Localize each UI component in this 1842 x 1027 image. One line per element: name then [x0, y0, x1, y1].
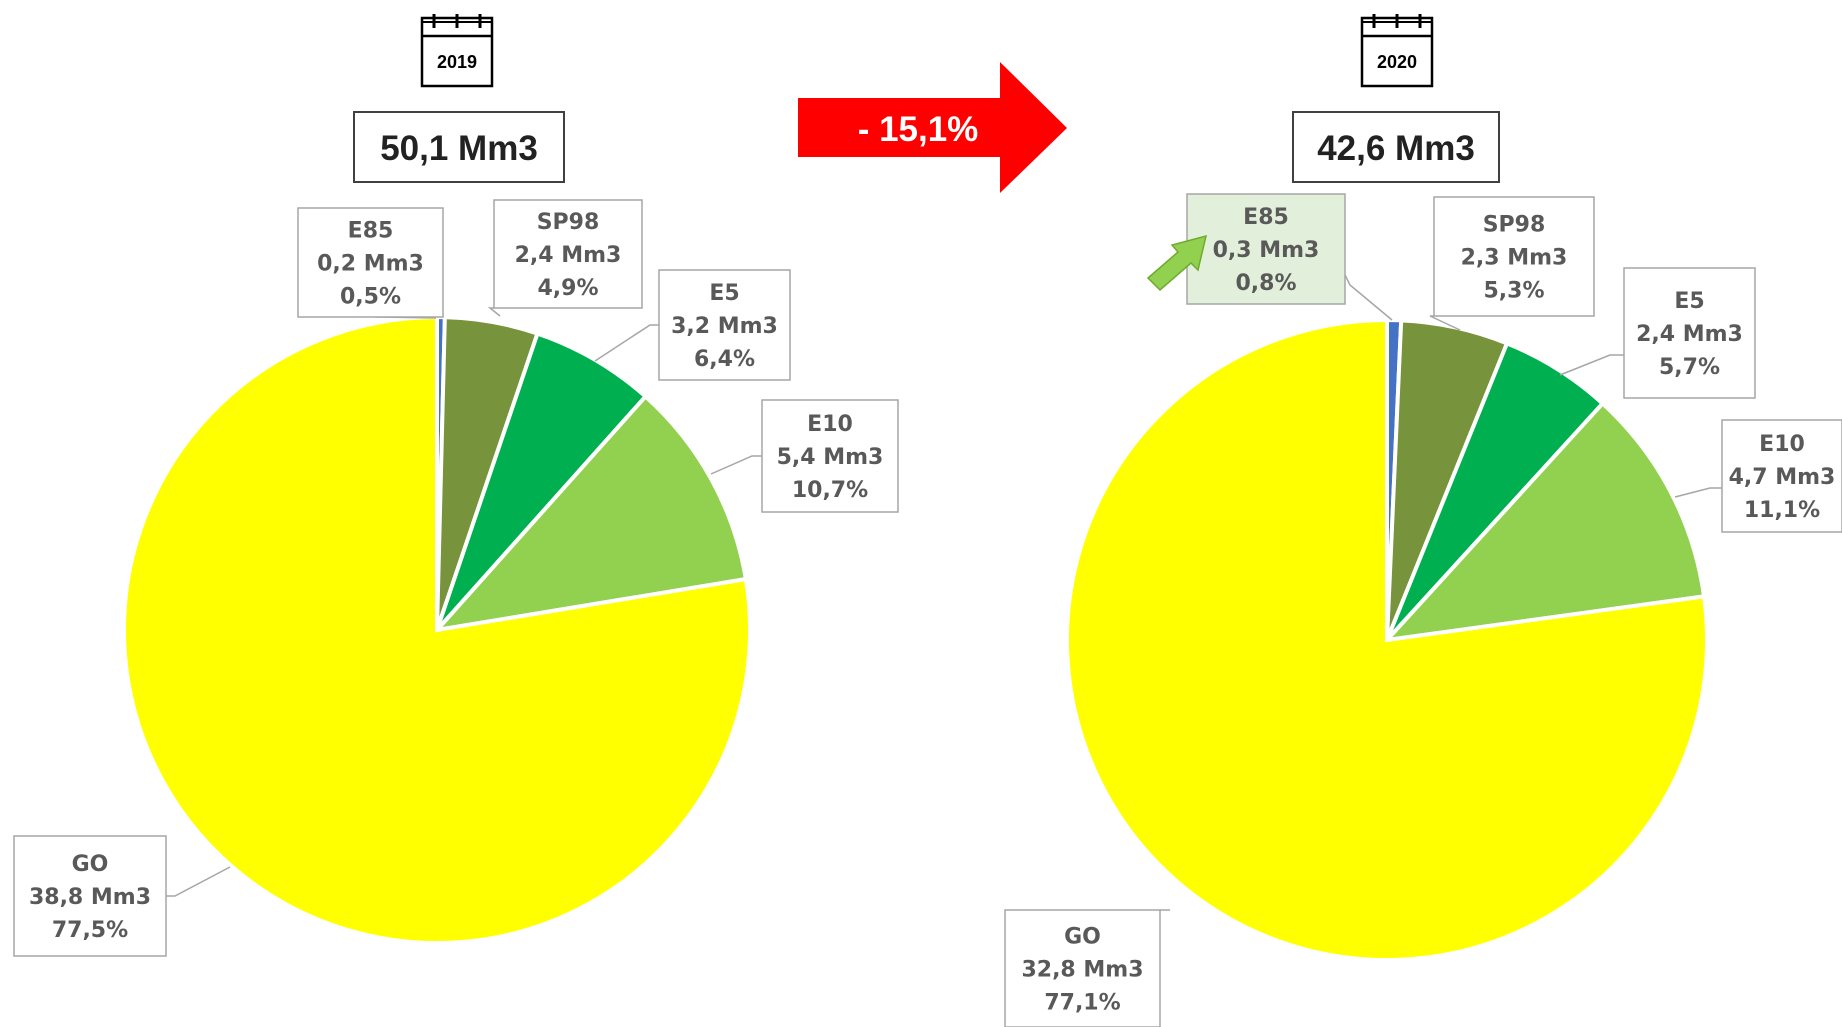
pie-slice-e10	[1381, 400, 1707, 643]
calendar-icon: 2020	[1360, 14, 1434, 88]
label-pct-label: 10,7%	[792, 478, 868, 503]
pie-2020	[1064, 317, 1709, 962]
label-box	[1186, 193, 1346, 305]
data-label-go: GO 32,8 Mm3 77,1%	[1004, 909, 1170, 1027]
total-value: 42,6 Mm3	[1317, 129, 1475, 168]
calendar-icon: 2019	[420, 14, 494, 88]
chart-2019: 2019 50,1 Mm3 E85 0,2 Mm3 0,5% SP98 2,4 Mm3 4…	[13, 14, 899, 957]
label-pct-label: 77,5%	[52, 918, 128, 943]
label-name: E10	[807, 412, 853, 437]
leader-line	[166, 866, 231, 897]
label-name: E85	[348, 219, 394, 244]
data-label-e85: E85 0,2 Mm3 0,5%	[297, 207, 444, 319]
change-label: - 15,1%	[858, 110, 979, 149]
label-name: SP98	[1483, 213, 1546, 238]
label-box	[1433, 196, 1595, 317]
label-value-label: 0,2 Mm3	[317, 252, 424, 277]
year-label: 2019	[437, 52, 477, 72]
label-value-label: 32,8 Mm3	[1021, 958, 1143, 983]
label-name: E5	[1674, 289, 1704, 314]
label-box	[658, 269, 791, 381]
label-value-label: 4,7 Mm3	[1729, 465, 1836, 490]
label-pct-label: 0,5%	[340, 285, 401, 310]
label-value-label: 38,8 Mm3	[29, 885, 151, 910]
chart-2020: 2020 42,6 Mm3 E85 0,3 Mm3 0,8% SP98 2,3 Mm3 5…	[1004, 14, 1842, 1027]
label-value-label: 5,4 Mm3	[777, 445, 884, 470]
total-box: 42,6 Mm3	[1292, 111, 1500, 183]
label-pct-label: 0,8%	[1235, 271, 1296, 296]
label-box	[1721, 419, 1842, 533]
leader-line	[487, 307, 501, 317]
pie-slice-e10	[431, 393, 749, 633]
leader-line	[1429, 315, 1461, 331]
label-value-label: 2,3 Mm3	[1461, 246, 1568, 271]
pie-2020-labels: E85 0,3 Mm3 0,8% SP98 2,3 Mm3 5,3% E5 2,4 Mm3 5,…	[1004, 193, 1842, 1027]
label-value-label: 0,3 Mm3	[1213, 238, 1320, 263]
leader-line	[594, 324, 659, 362]
leader-line	[1559, 354, 1624, 376]
label-box	[761, 399, 899, 513]
label-pct-label: 77,1%	[1044, 991, 1120, 1016]
label-value-label: 3,2 Mm3	[671, 314, 778, 339]
data-label-sp98: SP98 2,3 Mm3 5,3%	[1429, 196, 1595, 331]
pie-2019-labels: E85 0,2 Mm3 0,5% SP98 2,4 Mm3 4,9% E5 3,2 Mm3 6,…	[13, 199, 899, 957]
label-pct-label: 5,7%	[1659, 355, 1720, 380]
label-pct-label: 6,4%	[694, 347, 755, 372]
data-label-e85: E85 0,3 Mm3 0,8%	[1186, 193, 1393, 321]
leader-line	[710, 455, 762, 475]
label-box	[1004, 909, 1161, 1027]
pie-2019	[122, 314, 752, 945]
leader-line	[1674, 487, 1722, 498]
data-label-sp98: SP98 2,4 Mm3 4,9%	[487, 199, 643, 317]
label-box	[297, 207, 444, 318]
pie-slice-go	[122, 314, 752, 945]
label-name: E5	[709, 281, 739, 306]
year-label: 2020	[1377, 52, 1417, 72]
pie-slice-e5	[435, 331, 649, 632]
label-box	[1623, 267, 1756, 399]
label-pct-label: 11,1%	[1744, 498, 1820, 523]
label-name: GO	[1064, 925, 1101, 950]
data-label-e5: E5 3,2 Mm3 6,4%	[594, 269, 791, 381]
data-label-go: GO 38,8 Mm3 77,5%	[13, 835, 231, 957]
label-pct-label: 4,9%	[537, 276, 598, 301]
change-arrow: - 15,1%	[798, 62, 1067, 193]
arrow-right-icon	[798, 62, 1067, 193]
total-value: 50,1 Mm3	[380, 129, 538, 168]
label-value-label: 2,4 Mm3	[515, 243, 622, 268]
label-pct-label: 5,3%	[1483, 279, 1544, 304]
data-label-e10: E10 5,4 Mm3 10,7%	[710, 399, 899, 513]
leader-line	[1344, 274, 1393, 321]
label-name: E85	[1243, 205, 1289, 230]
total-box: 50,1 Mm3	[353, 111, 565, 183]
label-name: SP98	[537, 210, 600, 235]
label-box	[13, 835, 167, 957]
data-label-e5: E5 2,4 Mm3 5,7%	[1559, 267, 1756, 399]
label-name: E10	[1759, 432, 1805, 457]
data-label-e10: E10 4,7 Mm3 11,1%	[1674, 419, 1842, 533]
label-name: GO	[72, 852, 109, 877]
label-value-label: 2,4 Mm3	[1636, 322, 1743, 347]
highlight-arrow-icon	[1146, 234, 1208, 292]
label-box	[493, 199, 643, 309]
pie-slice-go	[1064, 317, 1709, 962]
